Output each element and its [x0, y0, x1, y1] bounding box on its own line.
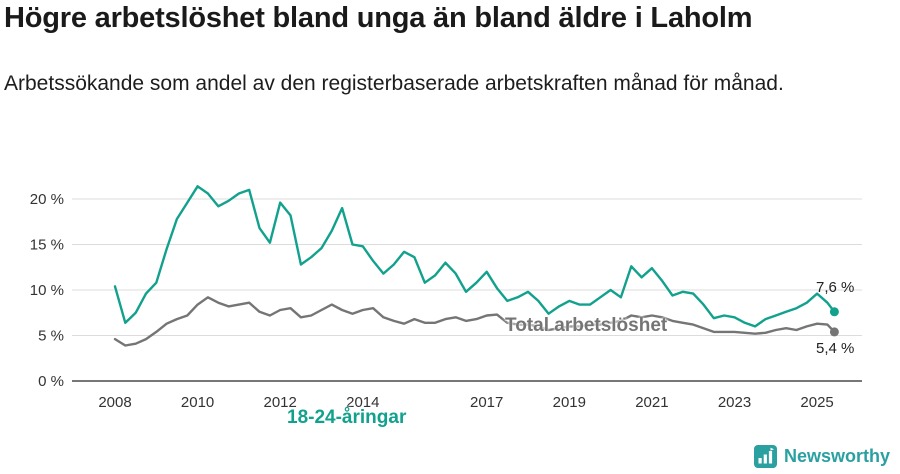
- series-label-total: Total arbetslöshet: [505, 315, 668, 336]
- end-value-label-youth: 7,6 %: [816, 279, 855, 296]
- newsworthy-logo-icon: [753, 445, 777, 468]
- x-tick-label: 2010: [181, 394, 214, 411]
- y-tick-label: 20 %: [30, 191, 64, 208]
- y-tick-label: 15 %: [30, 237, 64, 254]
- y-tick-label: 5 %: [38, 328, 64, 345]
- x-tick-label: 2012: [264, 394, 297, 411]
- series-label-youth: 18-24-åringar: [287, 407, 407, 428]
- newsworthy-brand-link[interactable]: Newsworthy: [753, 445, 890, 468]
- x-tick-label: 2017: [470, 394, 503, 411]
- end-value-label-total: 5,4 %: [816, 340, 855, 357]
- x-tick-label: 2021: [635, 394, 668, 411]
- chart-subtitle: Arbetssökande som andel av den registerb…: [4, 72, 784, 95]
- page-title: Högre arbetslöshet bland unga än bland ä…: [4, 2, 753, 34]
- y-tick-label: 0 %: [38, 373, 64, 390]
- x-tick-label: 2014: [346, 394, 379, 411]
- newsworthy-brand-text: Newsworthy: [783, 446, 890, 466]
- x-tick-label: 2023: [718, 394, 751, 411]
- x-tick-label: 2025: [800, 394, 833, 411]
- end-dot-youth: [829, 307, 839, 317]
- unemployment-line-chart: 0 % 5 % 10 % 15 % 20 % 2008 2010 2012 2014 2017 20…: [30, 185, 862, 411]
- series-line-total: [113, 296, 836, 347]
- chart-area: 0 % 5 % 10 % 15 % 20 % 2008 2010 2012 2014 2017 20…: [0, 176, 900, 436]
- series-line-youth: [113, 185, 836, 328]
- x-tick-label: 2008: [98, 394, 131, 411]
- y-tick-label: 10 %: [30, 282, 64, 299]
- x-tick-label: 2019: [553, 394, 586, 411]
- end-dot-total: [829, 327, 839, 337]
